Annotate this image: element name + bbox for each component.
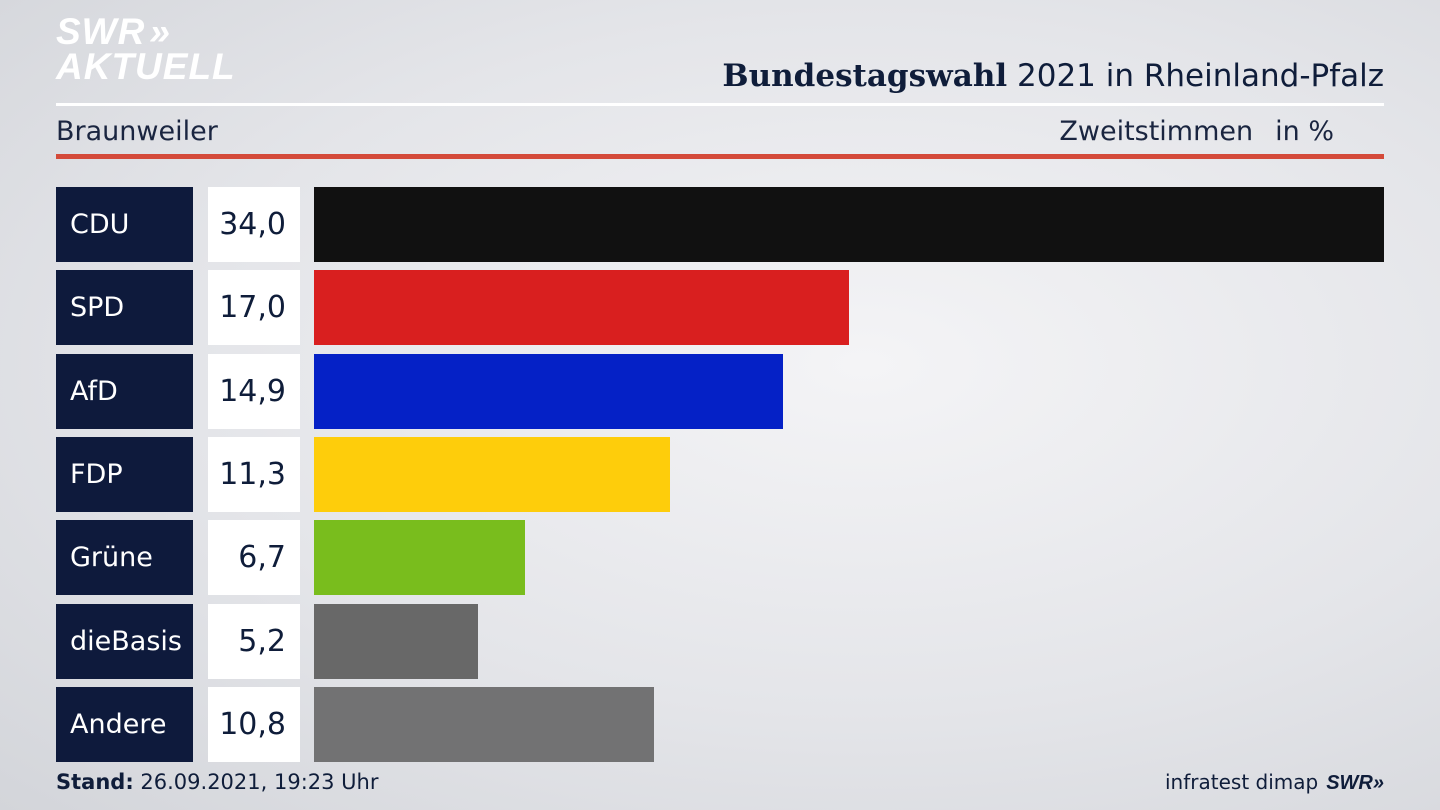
timestamp: Stand: 26.09.2021, 19:23 Uhr xyxy=(56,770,379,794)
vote-type-text: Zweitstimmen xyxy=(1059,116,1254,147)
swr-aktuell-logo: SWR» AKTUELL xyxy=(56,11,236,87)
party-label: FDP xyxy=(56,437,193,512)
party-label: AfD xyxy=(56,354,193,429)
source-credit: infratest dimap SWR» xyxy=(1165,770,1384,795)
bar xyxy=(314,187,1384,262)
value-label: 14,9 xyxy=(208,354,300,429)
logo-aktuell-text: AKTUELL xyxy=(56,46,236,87)
municipality-label: Braunweiler xyxy=(56,116,218,147)
bar xyxy=(314,604,478,679)
unit-text: in % xyxy=(1275,116,1334,147)
chart-title-rest: 2021 in Rheinland-Pfalz xyxy=(1007,58,1384,94)
chart-title: Bundestagswahl 2021 in Rheinland-Pfalz xyxy=(722,58,1384,94)
party-label: CDU xyxy=(56,187,193,262)
value-label: 17,0 xyxy=(208,270,300,345)
value-label: 34,0 xyxy=(208,187,300,262)
header-divider xyxy=(56,103,1384,106)
party-label: Grüne xyxy=(56,520,193,595)
source-text: infratest dimap xyxy=(1165,770,1319,794)
vote-type-label: Zweitstimmen in % xyxy=(1059,116,1334,147)
bar xyxy=(314,687,654,762)
party-label: SPD xyxy=(56,270,193,345)
value-label: 10,8 xyxy=(208,687,300,762)
bar xyxy=(314,354,783,429)
value-label: 6,7 xyxy=(208,520,300,595)
swr-footer-logo: SWR» xyxy=(1326,772,1384,794)
accent-divider xyxy=(56,154,1384,159)
bar xyxy=(314,520,525,595)
value-label: 11,3 xyxy=(208,437,300,512)
logo-swr-text: SWR xyxy=(56,11,146,52)
party-label: dieBasis xyxy=(56,604,193,679)
bar xyxy=(314,437,670,512)
party-label: Andere xyxy=(56,687,193,762)
value-label: 5,2 xyxy=(208,604,300,679)
timestamp-label: Stand: xyxy=(56,770,134,794)
bar xyxy=(314,270,849,345)
chart-title-bold: Bundestagswahl xyxy=(722,58,1008,94)
timestamp-value: 26.09.2021, 19:23 Uhr xyxy=(133,770,379,794)
